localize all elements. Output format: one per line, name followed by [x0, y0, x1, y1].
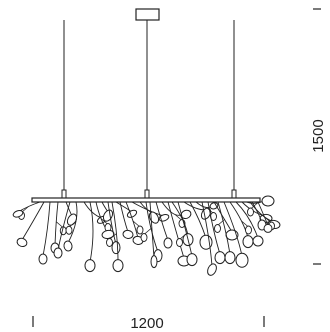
- leaf-light: [122, 229, 134, 239]
- cable-clamp-left: [61, 189, 67, 199]
- branch-stem: [167, 201, 185, 259]
- branch-stem: [223, 201, 243, 257]
- leaf-light: [224, 251, 236, 265]
- leaf-light: [163, 237, 173, 249]
- branch-stem: [201, 201, 213, 267]
- cable-clamp-right: [231, 189, 237, 199]
- leaf-light: [136, 225, 144, 235]
- branch-stem: [57, 201, 71, 251]
- leaf-light: [84, 259, 96, 273]
- leaf-light: [63, 240, 73, 252]
- leaf-light: [112, 259, 124, 273]
- branch-stem: [235, 201, 259, 239]
- leaf-light: [111, 241, 121, 255]
- branch-stem: [83, 201, 103, 219]
- branch-stem: [189, 201, 207, 239]
- branch-stem: [149, 201, 155, 259]
- leaf-light: [214, 224, 221, 233]
- branch-stem: [42, 201, 51, 257]
- leaf-light: [12, 210, 24, 218]
- leaf-light: [245, 225, 252, 235]
- leaf-light: [65, 225, 73, 235]
- leaf-light: [180, 209, 192, 220]
- branch-stem: [54, 201, 59, 246]
- leaf-light: [53, 247, 63, 259]
- leaf-light: [235, 252, 249, 268]
- cable-clamp-center: [144, 189, 150, 199]
- leaf-light: [16, 237, 28, 248]
- leaf-light: [252, 235, 264, 247]
- width-dimension-label: 1200: [130, 315, 163, 332]
- leaf-light: [263, 223, 273, 233]
- leaf-light: [150, 255, 158, 269]
- branch-cluster: [12, 195, 281, 276]
- leaf-light: [247, 207, 254, 217]
- leaf-light: [209, 202, 219, 210]
- leaf-light: [176, 238, 183, 247]
- branch-stem: [217, 201, 231, 255]
- leaf-light: [140, 233, 148, 242]
- height-dimension-label: 1500: [310, 119, 327, 152]
- leaf-light: [214, 251, 226, 265]
- leaf-light: [242, 235, 254, 249]
- leaf-light: [38, 253, 48, 265]
- branch-stem: [21, 201, 45, 241]
- horizontal-bar: [31, 197, 261, 203]
- branch-stem: [207, 201, 221, 255]
- leaf-light: [106, 238, 113, 247]
- leaf-light: [261, 195, 275, 207]
- branch-stem: [89, 201, 94, 263]
- ceiling-canopy: [135, 8, 160, 21]
- leaf-light: [186, 253, 198, 267]
- leaf-light: [207, 263, 217, 276]
